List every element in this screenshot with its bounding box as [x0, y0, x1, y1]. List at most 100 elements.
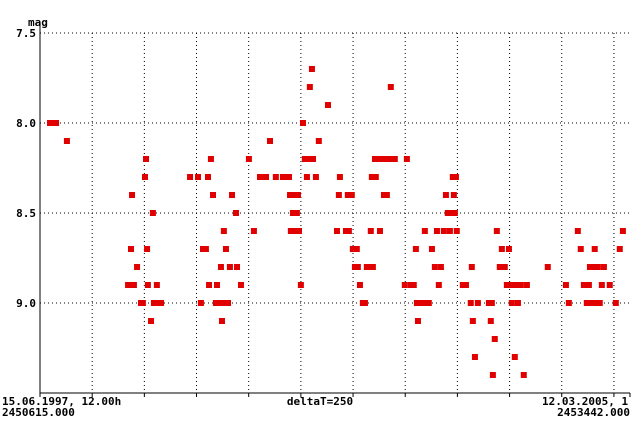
data-point	[63, 138, 70, 144]
data-point	[344, 192, 351, 198]
y-tick-label: 9.0	[16, 297, 36, 310]
data-point	[306, 156, 313, 162]
data-point	[374, 156, 381, 162]
data-point	[589, 264, 596, 270]
data-point	[446, 228, 453, 234]
data-point	[215, 300, 222, 306]
data-point	[450, 192, 457, 198]
end-date: 12.03.2005, 1	[542, 395, 628, 408]
data-point	[197, 300, 204, 306]
data-point	[306, 84, 313, 90]
data-point	[194, 174, 201, 180]
data-point	[577, 246, 584, 252]
data-point	[272, 174, 279, 180]
data-point	[491, 336, 498, 342]
data-point	[263, 174, 270, 180]
data-point	[205, 174, 212, 180]
data-point	[433, 228, 440, 234]
data-point	[383, 192, 390, 198]
data-point	[369, 264, 376, 270]
data-point	[453, 228, 460, 234]
data-point	[425, 300, 432, 306]
data-point	[588, 300, 595, 306]
data-point	[367, 228, 374, 234]
data-point	[154, 300, 161, 306]
data-point	[245, 156, 252, 162]
data-point	[308, 66, 315, 72]
data-point	[348, 192, 355, 198]
data-point	[287, 192, 294, 198]
data-point	[505, 246, 512, 252]
data-point	[226, 264, 233, 270]
data-point	[580, 282, 587, 288]
data-point	[437, 264, 444, 270]
data-point	[612, 300, 619, 306]
data-point	[299, 120, 306, 126]
start-date: 15.06.1997, 12.00h	[2, 395, 121, 408]
data-point	[514, 300, 521, 306]
data-point	[363, 264, 370, 270]
data-point	[301, 156, 308, 162]
center-label: deltaT=250	[287, 395, 353, 408]
data-point	[345, 228, 352, 234]
data-point	[488, 300, 495, 306]
data-point	[376, 228, 383, 234]
data-point	[391, 156, 398, 162]
data-point	[250, 228, 257, 234]
data-point	[616, 246, 623, 252]
data-point	[210, 192, 217, 198]
data-point	[303, 174, 310, 180]
data-point	[202, 246, 209, 252]
y-tick-label: 7.5	[16, 27, 36, 40]
data-point	[153, 282, 160, 288]
data-point	[591, 246, 598, 252]
data-point	[606, 282, 613, 288]
data-point	[467, 300, 474, 306]
data-point	[53, 120, 60, 126]
data-point	[206, 282, 213, 288]
data-point	[217, 264, 224, 270]
data-point	[372, 174, 379, 180]
data-point	[222, 246, 229, 252]
y-tick-label: 8.0	[16, 117, 36, 130]
data-point	[501, 264, 508, 270]
data-point	[325, 102, 332, 108]
data-point	[237, 282, 244, 288]
data-point	[506, 282, 513, 288]
data-point	[459, 282, 466, 288]
data-point	[544, 264, 551, 270]
data-point	[141, 174, 148, 180]
data-point	[297, 282, 304, 288]
data-point	[150, 300, 157, 306]
data-point	[562, 282, 569, 288]
data-point	[285, 174, 292, 180]
data-point	[428, 246, 435, 252]
data-point	[382, 156, 389, 162]
data-point	[149, 210, 156, 216]
y-axis-label: mag	[28, 16, 48, 29]
data-point	[336, 174, 343, 180]
data-point	[498, 246, 505, 252]
data-point	[266, 138, 273, 144]
data-point	[49, 120, 56, 126]
data-point	[594, 264, 601, 270]
data-point	[220, 228, 227, 234]
data-point	[234, 264, 241, 270]
data-point	[435, 282, 442, 288]
data-point	[496, 264, 503, 270]
data-point	[444, 210, 451, 216]
data-point	[447, 210, 454, 216]
data-point	[474, 300, 481, 306]
data-point	[232, 210, 239, 216]
data-point	[487, 318, 494, 324]
data-point	[600, 264, 607, 270]
data-point	[511, 354, 518, 360]
data-point	[129, 192, 136, 198]
data-point	[412, 246, 419, 252]
data-point	[451, 210, 458, 216]
data-point	[187, 174, 194, 180]
data-point	[256, 174, 263, 180]
data-point	[333, 228, 340, 234]
